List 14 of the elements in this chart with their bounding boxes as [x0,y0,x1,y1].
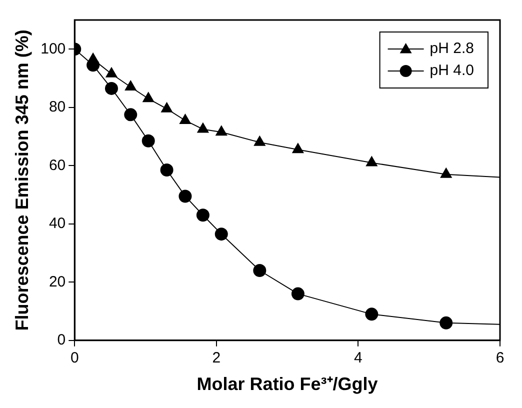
x-tick-label: 0 [70,350,79,367]
x-axis-title: Molar Ratio Fe³⁺/Ggly [196,374,378,394]
legend-label: pH 4.0 [430,62,474,80]
y-axis-title: Fluorescence Emission 345 nm (%) [12,30,32,331]
y-tick-label: 0 [57,332,66,349]
y-tick-label: 80 [48,98,66,116]
legend-label: pH 2.8 [430,40,474,58]
y-tick-label: 20 [48,273,66,290]
y-tick-label: 40 [48,215,66,232]
x-tick-label: 6 [496,350,504,367]
x-tick-label: 2 [212,350,221,367]
y-tick-label: 100 [40,40,66,58]
x-tick-label: 4 [354,350,362,367]
y-tick-label: 60 [48,156,66,174]
